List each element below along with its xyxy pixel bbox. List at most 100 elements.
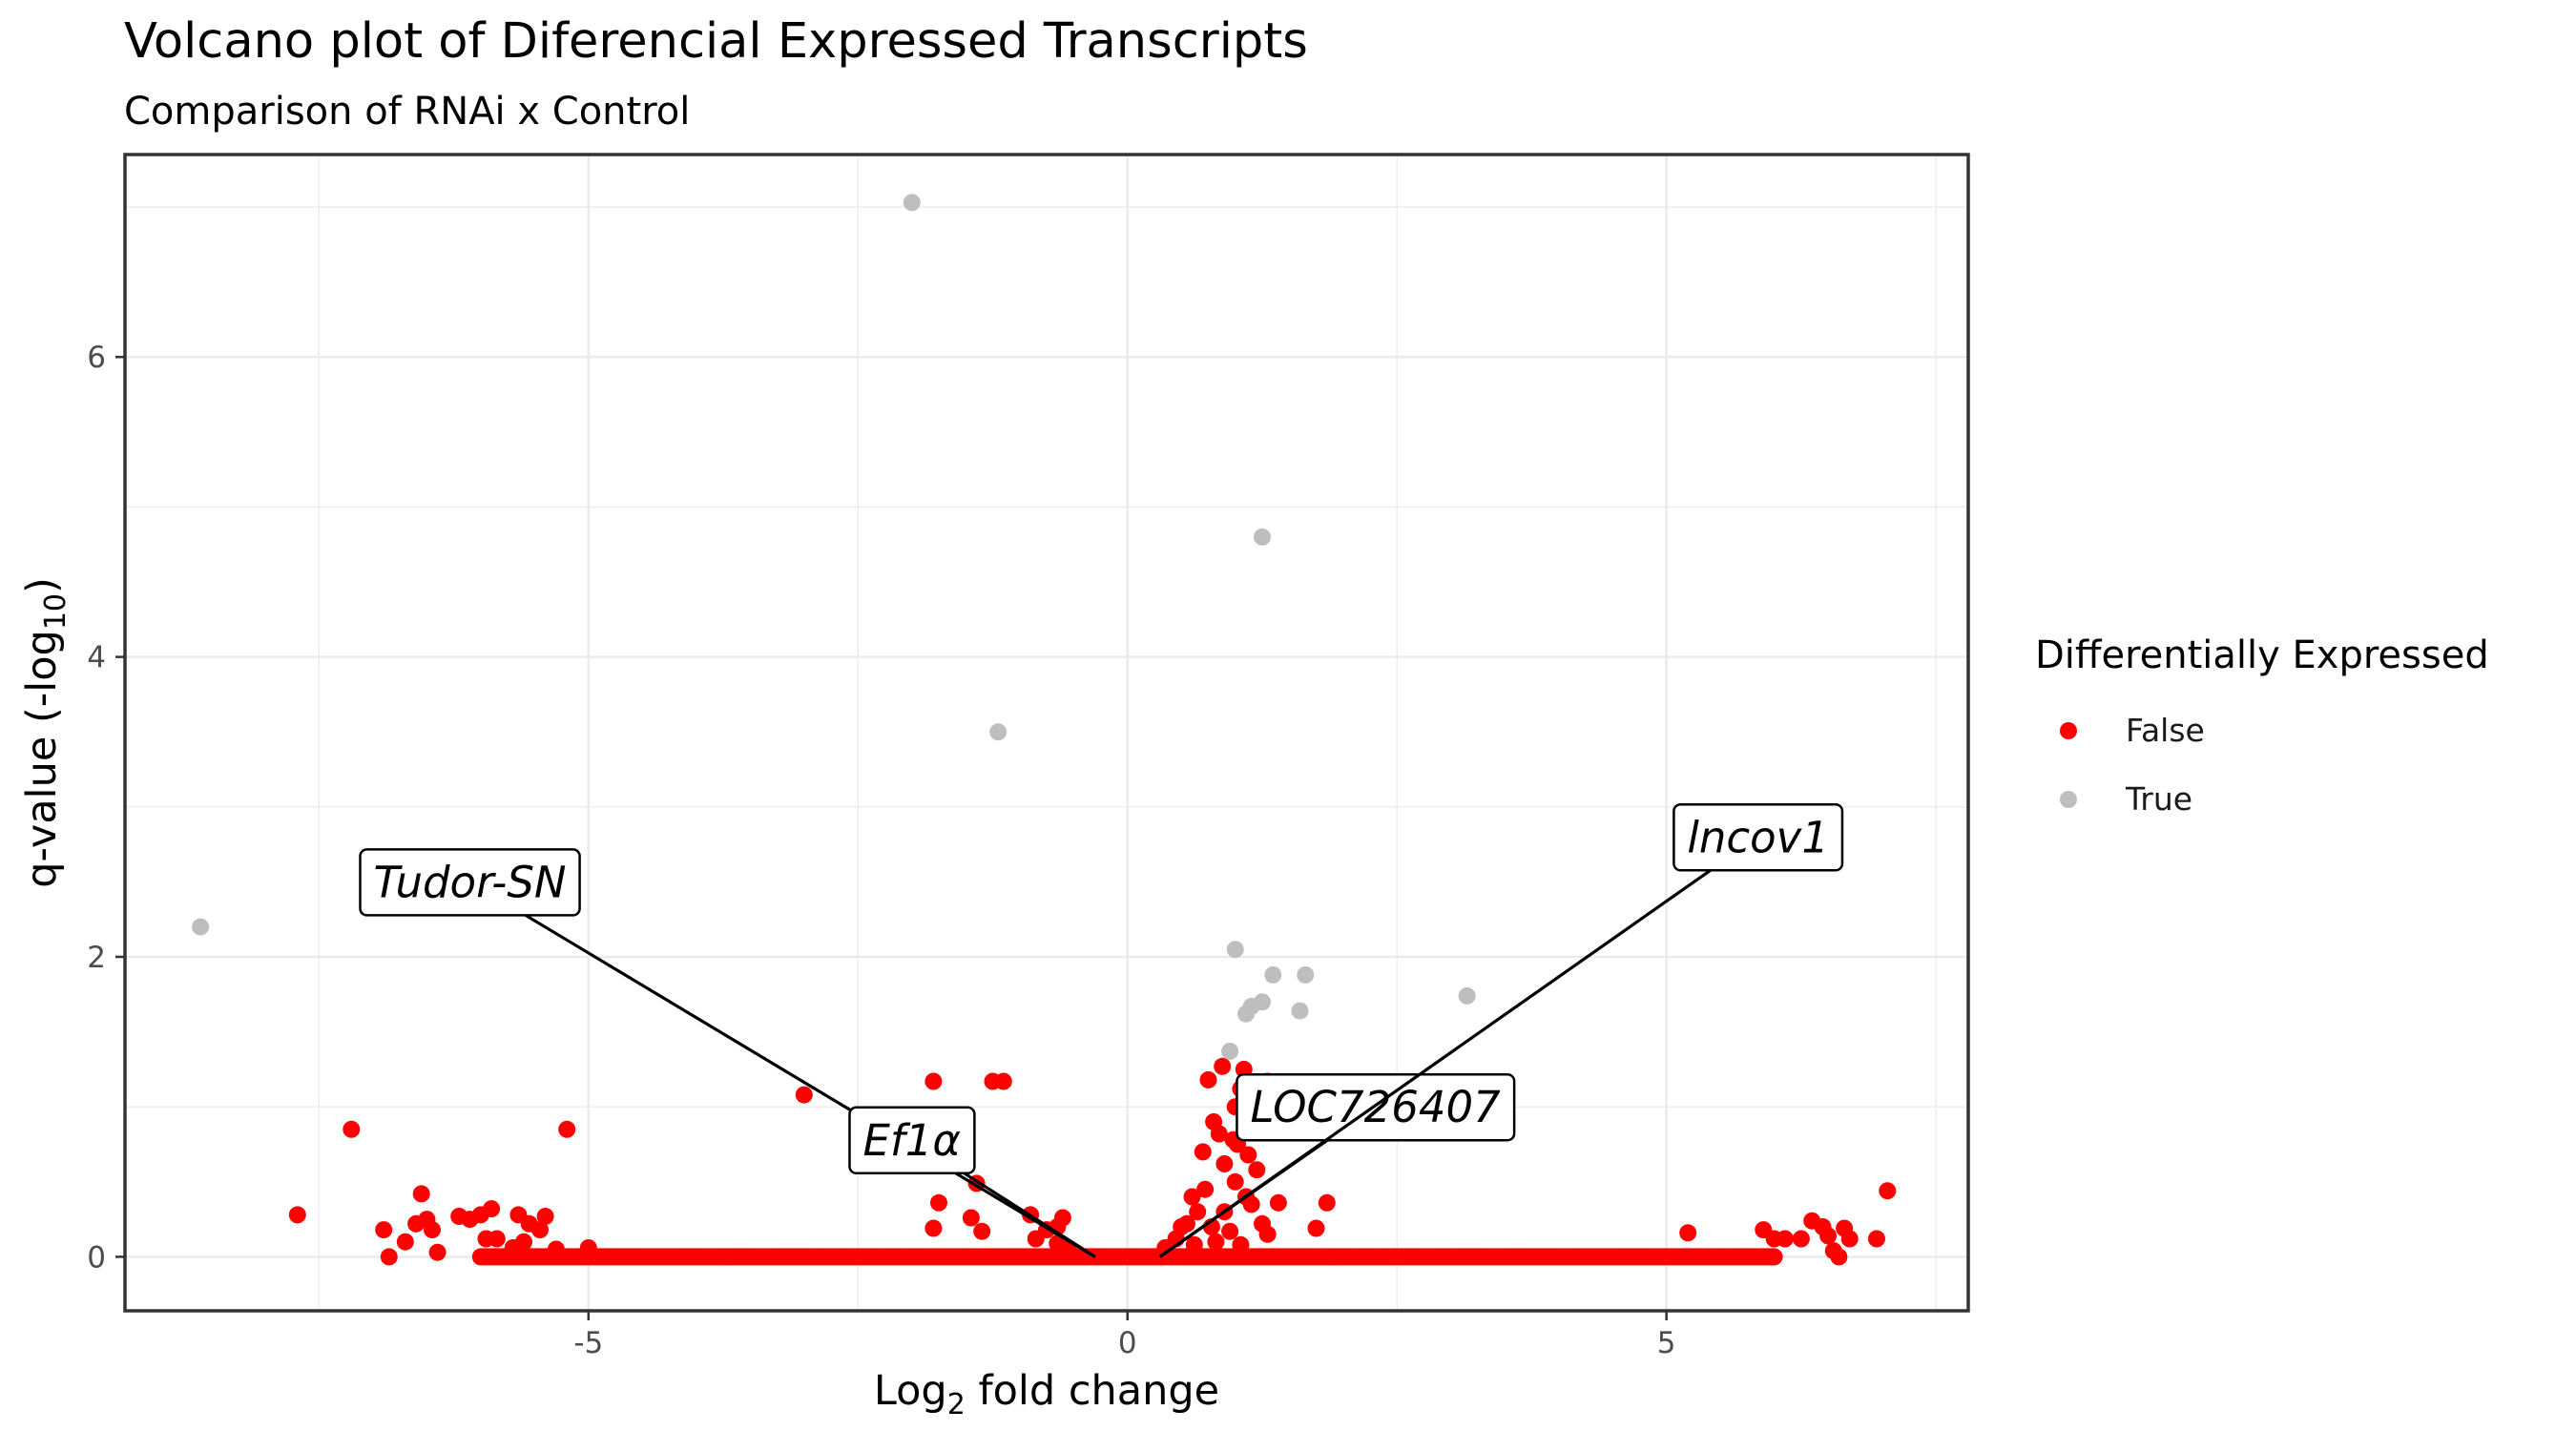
- point-false: [531, 1221, 549, 1239]
- point-false: [1840, 1230, 1859, 1248]
- x-tick-label: -5: [573, 1326, 603, 1360]
- annotation-box: [1236, 1072, 1516, 1142]
- chart-title: Volcano plot of Diferencial Expressed Tr…: [124, 13, 1308, 70]
- point-false: [396, 1233, 414, 1251]
- point-false: [343, 1120, 361, 1138]
- point-false: [1258, 1225, 1277, 1243]
- point-false: [412, 1185, 430, 1203]
- point-false: [1196, 1180, 1215, 1198]
- point-true: [1254, 528, 1271, 546]
- point-false: [1868, 1230, 1885, 1248]
- legend-key-true: [2060, 791, 2077, 808]
- point-true: [1458, 986, 1476, 1005]
- point-false: [1248, 1161, 1266, 1179]
- point-false: [424, 1221, 441, 1239]
- point-true: [1297, 965, 1315, 984]
- point-false: [1776, 1230, 1794, 1248]
- point-false: [1185, 1235, 1203, 1254]
- legend-key-false: [2060, 722, 2077, 739]
- point-false: [1221, 1222, 1239, 1240]
- point-false: [1183, 1188, 1201, 1206]
- annotation-label: Ef1α: [848, 1106, 1096, 1258]
- y-tick-label: 6: [87, 341, 106, 375]
- point-false: [1189, 1203, 1207, 1221]
- point-false: [1318, 1193, 1336, 1212]
- point-false: [1226, 1172, 1244, 1191]
- point-false: [962, 1209, 980, 1227]
- point-true: [989, 723, 1008, 741]
- point-false: [380, 1248, 398, 1266]
- point-false: [1269, 1193, 1287, 1212]
- point-true: [1291, 1002, 1309, 1020]
- annotation-text: lncov1: [1687, 812, 1829, 862]
- y-tick-label: 2: [87, 941, 106, 975]
- point-true: [192, 918, 210, 936]
- grid-lines: [125, 155, 1968, 1311]
- panel-border: [123, 153, 1970, 1313]
- point-false: [547, 1240, 565, 1258]
- y-tick-label: 4: [87, 641, 106, 675]
- point-true: [1254, 993, 1271, 1011]
- point-false: [1307, 1219, 1325, 1237]
- x-tick-label: 5: [1657, 1326, 1676, 1360]
- legend-label-false: False: [2126, 712, 2205, 749]
- y-axis: 0 2 4 6: [87, 341, 125, 1275]
- point-false: [288, 1206, 306, 1224]
- baseline-points: [471, 1248, 1783, 1266]
- point-false: [1239, 1146, 1257, 1164]
- plot-panel: Tudor-SN Ef1α LOC726407 lncov1: [123, 153, 1970, 1313]
- point-true: [1264, 965, 1282, 984]
- point-false: [536, 1208, 554, 1225]
- annotation-box: [1672, 803, 1844, 872]
- point-false: [1207, 1233, 1225, 1251]
- annotations: Tudor-SN Ef1α LOC726407 lncov1: [359, 803, 1844, 1258]
- annotation-text: Tudor-SN: [373, 857, 566, 907]
- chart-subtitle: Comparison of RNAi x Control: [124, 90, 690, 134]
- point-false: [1177, 1214, 1195, 1233]
- annotation-label: lncov1: [1158, 803, 1844, 1258]
- point-false: [579, 1239, 597, 1256]
- point-false: [1199, 1070, 1217, 1089]
- point-false: [1194, 1143, 1212, 1161]
- point-false: [1879, 1182, 1897, 1200]
- point-false: [1053, 1209, 1071, 1227]
- annotation-leader: [468, 881, 1096, 1258]
- x-axis-title: Log2 fold change: [874, 1367, 1219, 1421]
- y-axis-title: q-value (-log10): [18, 577, 73, 888]
- annotation-label: Tudor-SN: [359, 848, 1096, 1258]
- annotation-label: LOC726407: [1158, 1072, 1516, 1258]
- point-false: [930, 1193, 947, 1212]
- point-false: [1214, 1057, 1232, 1075]
- point-false: [994, 1072, 1012, 1090]
- x-tick-label: 0: [1118, 1326, 1137, 1360]
- point-false: [924, 1219, 943, 1237]
- annotation-leader: [1158, 835, 1759, 1258]
- point-false: [1819, 1227, 1838, 1245]
- annotation-box: [359, 848, 581, 917]
- point-false: [1792, 1230, 1810, 1248]
- point-false: [375, 1221, 393, 1239]
- baseline-point: [1765, 1248, 1783, 1266]
- point-false: [558, 1120, 576, 1138]
- point-false: [795, 1086, 813, 1104]
- point-false: [1679, 1224, 1697, 1242]
- panel-background: [125, 155, 1968, 1311]
- point-false: [1242, 1195, 1260, 1213]
- point-false: [1232, 1235, 1250, 1254]
- point-false: [1830, 1248, 1848, 1266]
- point-false: [973, 1222, 991, 1240]
- point-false: [515, 1233, 532, 1251]
- point-true: [903, 194, 921, 212]
- point-true: [1221, 1043, 1239, 1060]
- point-false: [483, 1200, 501, 1218]
- point-false: [924, 1072, 943, 1090]
- annotation-text: Ef1α: [862, 1115, 961, 1166]
- annotation-text: LOC726407: [1250, 1082, 1501, 1132]
- x-axis: -5 0 5: [573, 1311, 1676, 1360]
- point-false: [1215, 1154, 1234, 1172]
- point-false: [428, 1243, 447, 1261]
- legend: Differentially Expressed False True: [2035, 633, 2489, 818]
- point-false: [1210, 1125, 1228, 1143]
- point-true: [1226, 941, 1244, 959]
